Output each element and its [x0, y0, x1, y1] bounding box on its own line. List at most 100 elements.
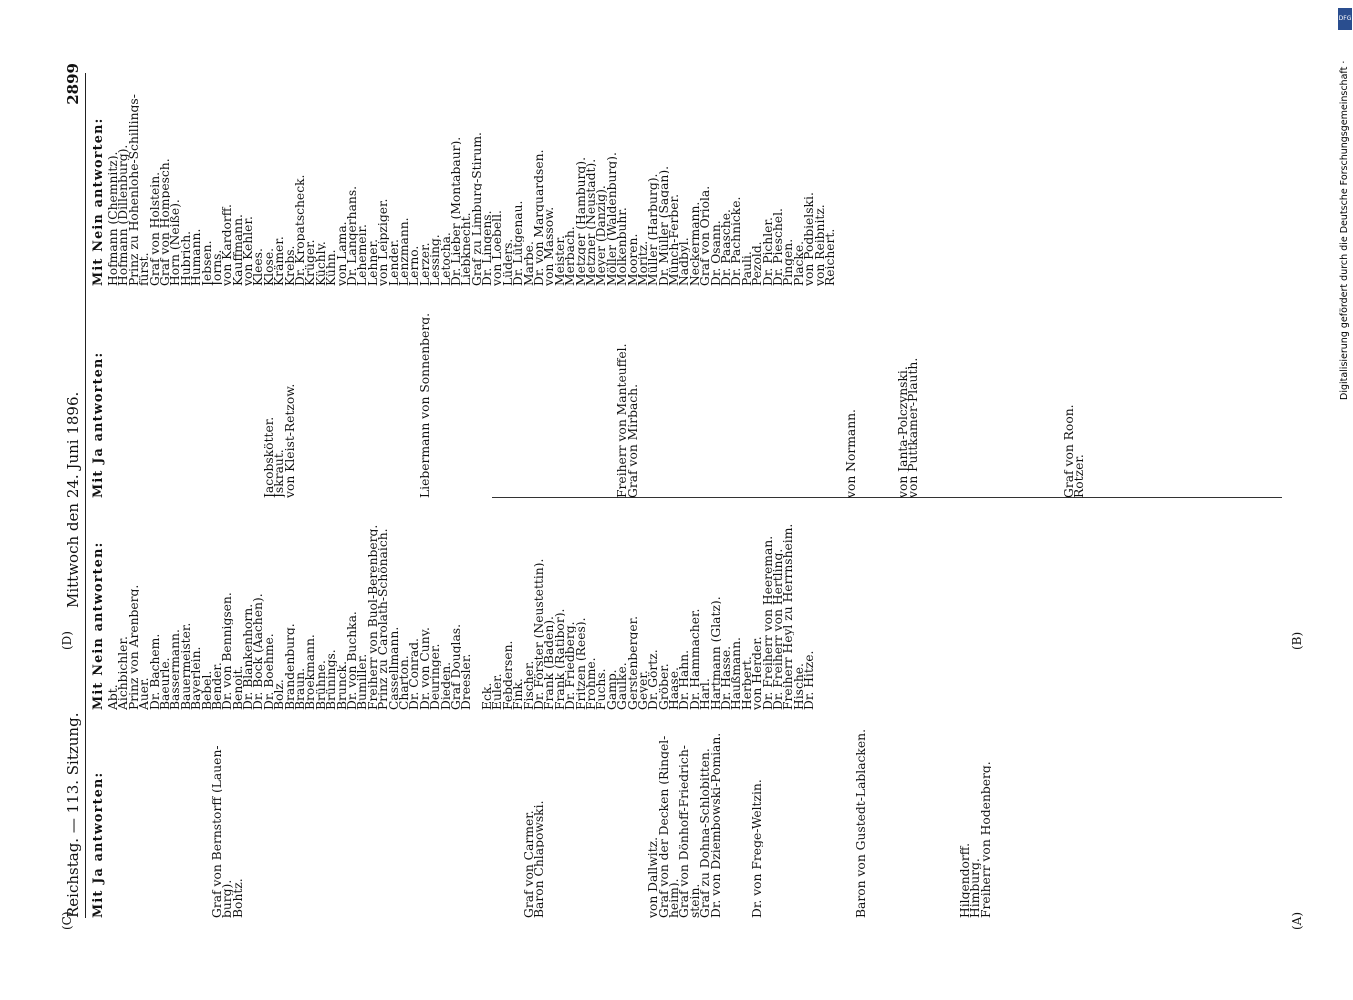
member-name: stein. [689, 883, 701, 918]
member-name: Liebknecht. [461, 212, 472, 286]
column-heading: Mit Ja antworten: [91, 771, 106, 918]
member-name: Dr. Friedberg. [565, 621, 576, 710]
member-name: Prinz von Arenberg. [128, 584, 140, 710]
member-name: Placke. [793, 240, 805, 286]
blank-line [253, 713, 263, 918]
member-name: Horn (Neiße). [170, 199, 181, 286]
member-name: von Podbielski. [804, 192, 815, 286]
blank-line [472, 505, 482, 710]
member-name: Dr. Lieber (Montabaur). [450, 136, 462, 286]
blank-line [544, 713, 554, 918]
member-name: Krüger. [305, 239, 316, 286]
member-name: Dr. Lütgenau. [513, 200, 524, 286]
blank-line [607, 293, 617, 498]
blank-line [441, 713, 451, 918]
blank-line [1033, 293, 1043, 498]
blank-line [825, 293, 835, 498]
blank-line [389, 713, 399, 918]
page-number: 2899 [64, 63, 82, 105]
member-name: Freiherr von Buol-Berenberg. [367, 524, 379, 710]
member-name: Graf zu Dohna-Schlobitten. [700, 748, 711, 918]
blank-line [503, 293, 513, 498]
blank-line [929, 293, 939, 498]
member-name: Moritz. [637, 240, 649, 286]
blank-line [586, 293, 596, 498]
member-name: Eck. [482, 682, 493, 710]
member-name: Meyer (Danzig). [596, 185, 607, 286]
member-name: Mooren. [627, 233, 638, 286]
member-name: Münch-Ferber. [669, 194, 680, 286]
member-name: Klees. [253, 248, 264, 286]
member-name: Broekmann. [305, 634, 316, 710]
member-name: Pauli. [741, 251, 753, 286]
blank-line [399, 293, 409, 498]
member-name: Dr. von Buchka. [346, 611, 358, 710]
member-name: burg). [222, 879, 233, 918]
blank-line [1095, 713, 1105, 918]
blank-line [887, 293, 897, 498]
member-name: fürst. [139, 252, 150, 286]
blank-line [1012, 293, 1022, 498]
blank-line [420, 713, 430, 918]
blank-line [129, 713, 139, 918]
name-list: Jacobskötter. Jskraut. von Kleist-Retzow. L… [108, 293, 1085, 498]
member-name: Dr. Boehme. [263, 633, 275, 710]
blank-line [202, 293, 212, 498]
blank-line [1002, 713, 1012, 918]
member-name: Freiherr von Hodenberg. [980, 761, 992, 918]
blank-line [378, 713, 388, 918]
blank-line [804, 713, 814, 918]
member-name: Hilgendorff. [960, 842, 971, 918]
blank-line [326, 713, 336, 918]
blank-line [981, 293, 991, 498]
blank-line [908, 713, 918, 918]
member-name: Müller (Harburg). [648, 173, 659, 286]
member-name: Pingen. [783, 238, 794, 286]
blank-line [202, 713, 212, 918]
member-name: Graf zu Limburg-Stirum. [471, 132, 483, 286]
blank-line [191, 293, 201, 498]
member-name: Dr. Freiherr von Hertling. [773, 548, 784, 710]
credit-text: Digitalisierung gefördert durch die Deut… [1339, 60, 1350, 400]
name-list: Graf von Bernstorff (Lauen-burg). Bohtz. G… [108, 713, 1116, 918]
blank-line [939, 713, 949, 918]
blank-line [711, 293, 721, 498]
member-name: Dr. von Frege-Weltzin. [752, 779, 763, 918]
member-name: Dr. Hitze. [804, 650, 815, 710]
member-name: von Reibnitz. [814, 204, 825, 286]
member-name: Gaulke. [617, 662, 628, 710]
blank-line [181, 713, 191, 918]
blank-line [846, 713, 856, 918]
member-name: Dr. Pieschel. [773, 208, 784, 286]
blank-line [472, 293, 482, 498]
blank-line [118, 293, 128, 498]
header-left: Reichstag. — 113. Sitzung. [64, 712, 82, 918]
blank-line [337, 293, 347, 498]
blank-line [544, 293, 554, 498]
member-name: von Loebell. [492, 210, 503, 286]
blank-line [659, 293, 669, 498]
member-name: Dr. Pachnicke. [731, 196, 742, 286]
blank-line [461, 713, 471, 918]
header-rule [85, 73, 86, 918]
member-name: Lehner. [367, 239, 379, 286]
blank-line [222, 293, 232, 498]
member-name: Bebel. [201, 670, 212, 710]
member-name: Dr. Kropatscheck. [295, 174, 306, 286]
member-name: Dr. Förster (Neustettin). [534, 558, 545, 710]
blank-line [326, 293, 336, 498]
member-name: Aichbichler. [118, 636, 129, 710]
blank-line [648, 293, 658, 498]
blank-line [1043, 293, 1053, 498]
member-name: Auer. [139, 677, 150, 710]
member-name: Bayerlein. [191, 646, 202, 710]
blank-line [752, 293, 762, 498]
column-ja-left: Mit Ja antworten: Graf von Bernstorff (L… [91, 713, 1116, 918]
blank-line [191, 713, 201, 918]
member-name: von Lama. [336, 221, 347, 286]
column-heading: Mit Nein antworten: [91, 117, 106, 286]
blank-line [970, 293, 980, 498]
blank-line [867, 293, 877, 498]
member-name: Dr. Osann. [710, 220, 722, 286]
member-name: Dreesler. [461, 653, 472, 710]
